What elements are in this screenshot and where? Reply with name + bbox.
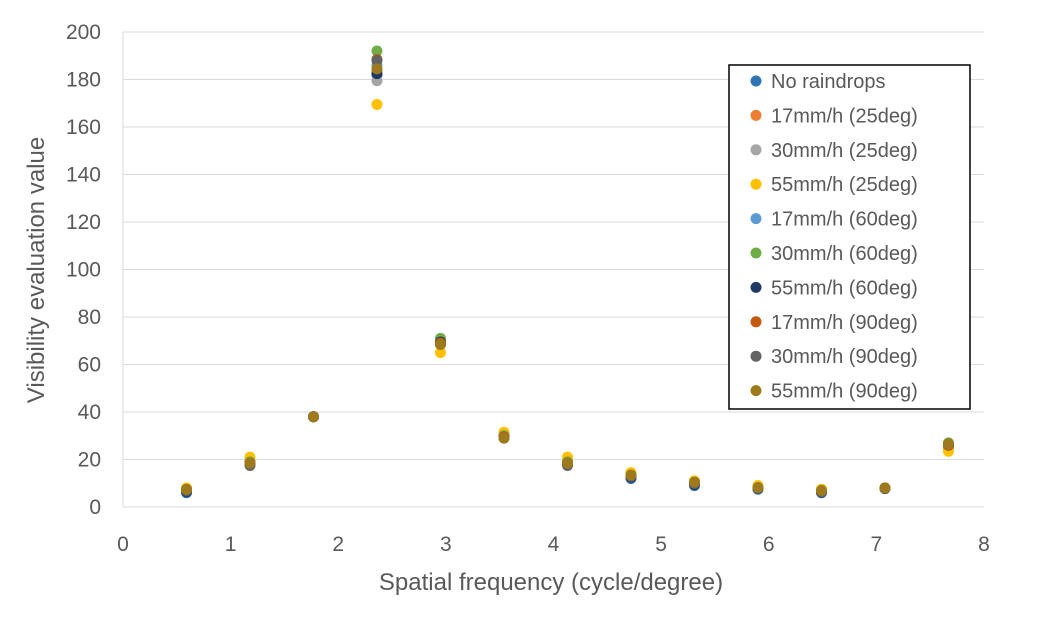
legend-entry: 30mm/h (60deg) — [771, 243, 918, 265]
data-point — [942, 438, 954, 450]
x-tick-label: 1 — [225, 533, 237, 556]
data-point — [371, 63, 383, 75]
y-tick-label: 40 — [78, 401, 101, 424]
y-tick-label: 120 — [66, 211, 101, 234]
legend-entry: 17mm/h (90deg) — [771, 312, 918, 334]
data-point — [371, 98, 383, 110]
legend-entry: No raindrops — [771, 71, 886, 93]
y-tick-label: 100 — [66, 259, 101, 282]
y-tick-label: 180 — [66, 69, 101, 92]
legend-entry: 17mm/h (60deg) — [771, 209, 918, 231]
data-point — [561, 457, 573, 469]
legend-entry: 30mm/h (25deg) — [771, 140, 918, 162]
x-tick-label: 8 — [978, 533, 990, 556]
legend-marker — [750, 350, 762, 362]
legend: No raindrops 17mm/h (25deg) 30mm/h (25deg)… — [728, 64, 971, 410]
legend-marker — [750, 109, 762, 121]
x-tick-label: 7 — [871, 533, 883, 556]
legend-entry: 55mm/h (60deg) — [771, 277, 918, 299]
y-axis-title: Visibility evaluation value — [23, 137, 50, 403]
x-tick-label: 2 — [332, 533, 344, 556]
legend-entry: 30mm/h (90deg) — [771, 346, 918, 368]
x-tick-label: 0 — [117, 533, 129, 556]
data-point — [815, 484, 827, 496]
x-tick-labels: 0 1 2 3 4 5 6 7 8 — [117, 533, 990, 556]
legend-marker — [750, 316, 762, 328]
legend-marker — [750, 247, 762, 259]
x-tick-label: 6 — [763, 533, 775, 556]
gridlines — [123, 31, 984, 460]
data-point — [244, 457, 256, 469]
data-point — [180, 483, 192, 495]
data-point — [498, 432, 510, 444]
axes — [122, 32, 984, 508]
x-tick-label: 3 — [440, 533, 452, 556]
legend-marker — [750, 281, 762, 293]
y-tick-label: 160 — [66, 116, 101, 139]
data-point — [879, 482, 891, 494]
data-point — [371, 45, 383, 57]
y-tick-label: 80 — [78, 306, 101, 329]
data-points — [180, 45, 954, 499]
legend-entry: 55mm/h (25deg) — [771, 174, 918, 196]
y-tick-label: 60 — [78, 354, 101, 377]
x-axis-title: Spatial frequency (cycle/degree) — [379, 569, 723, 596]
data-point — [434, 338, 446, 350]
legend-marker — [750, 213, 762, 225]
y-tick-label: 20 — [78, 449, 101, 472]
y-tick-labels: 0 20 40 60 80 100 120 140 160 180 200 — [66, 21, 101, 519]
y-tick-label: 200 — [66, 21, 101, 44]
data-point — [625, 469, 637, 481]
data-point — [752, 482, 764, 494]
y-tick-label: 140 — [66, 164, 101, 187]
legend-marker — [750, 144, 762, 156]
legend-box — [728, 64, 971, 410]
data-point — [371, 55, 383, 66]
legend-entry: 55mm/h (90deg) — [771, 381, 918, 403]
data-point — [434, 347, 446, 359]
x-tick-label: 5 — [655, 533, 667, 556]
legend-marker — [750, 178, 762, 190]
data-point — [307, 411, 319, 423]
x-tick-label: 4 — [548, 533, 560, 556]
data-point — [688, 476, 700, 488]
legend-marker — [750, 75, 762, 87]
legend-entry: 17mm/h (25deg) — [771, 105, 918, 127]
legend-marker — [750, 385, 762, 397]
y-tick-label: 0 — [89, 496, 101, 519]
